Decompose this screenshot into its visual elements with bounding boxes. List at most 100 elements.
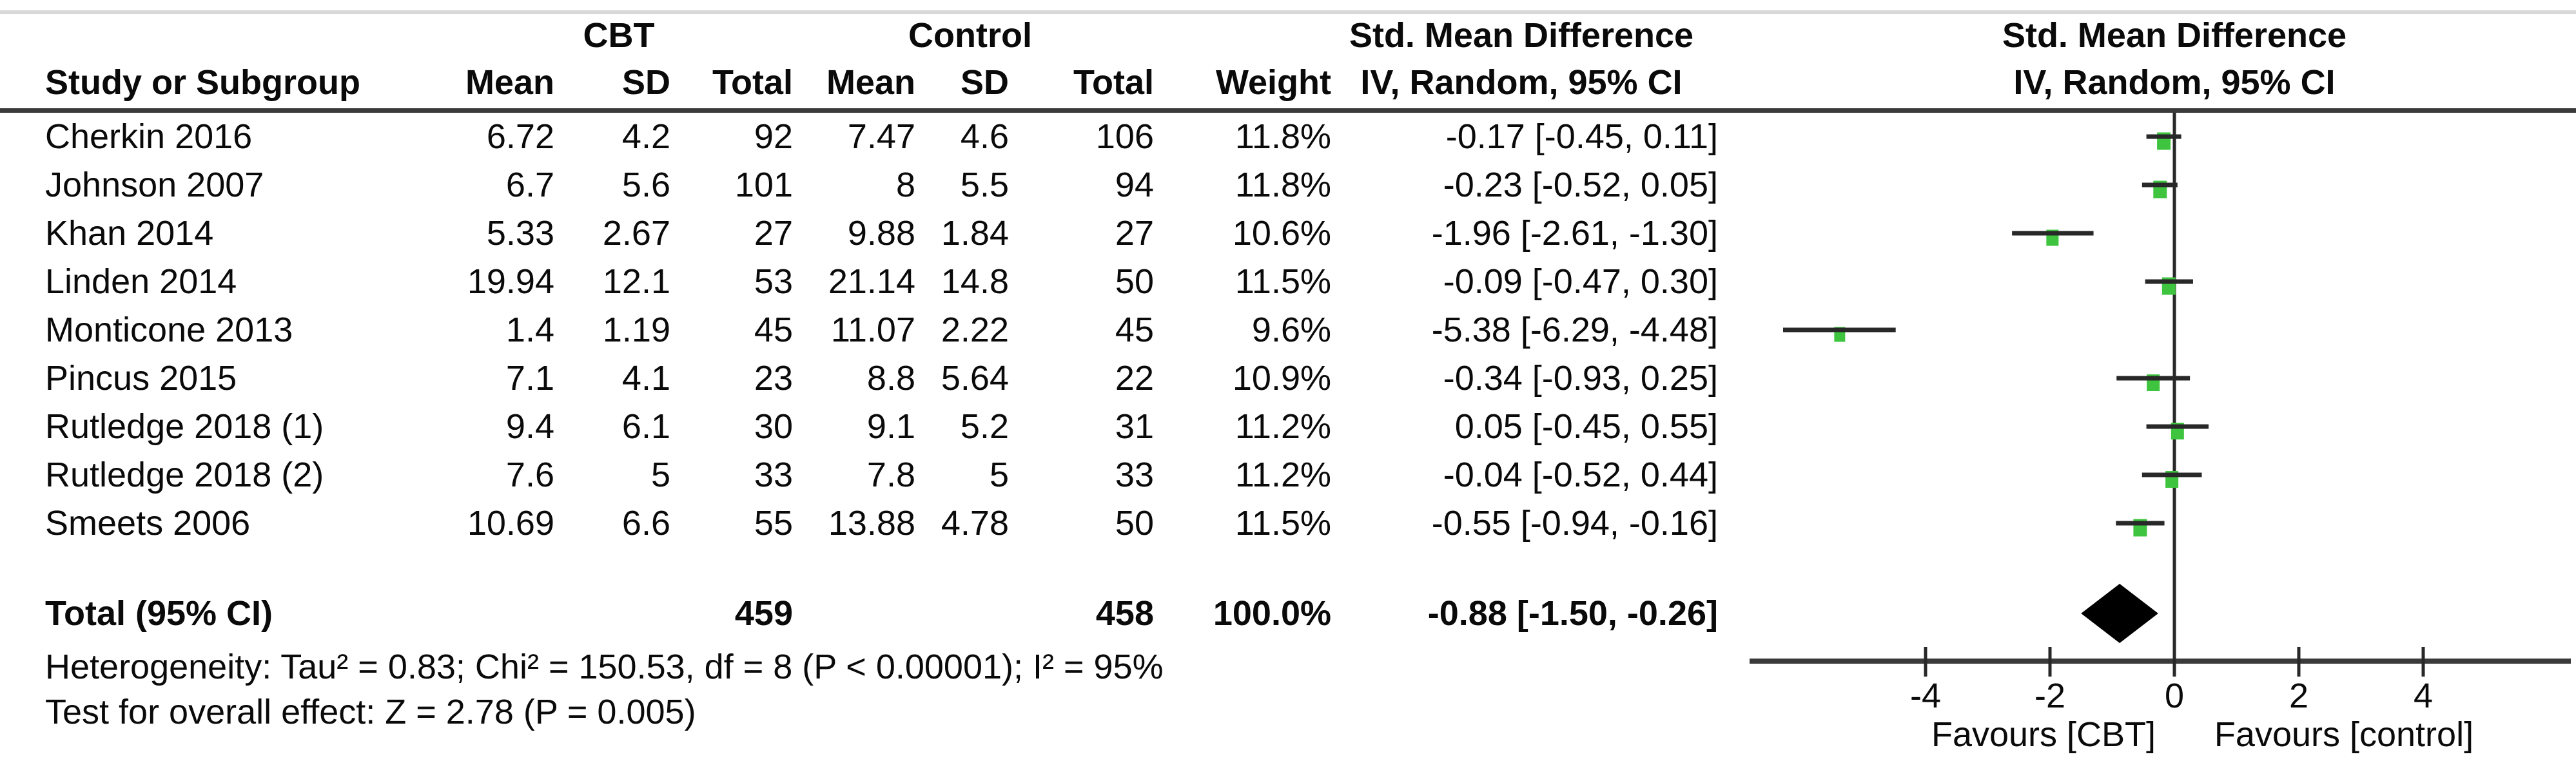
cell-ctrl-sd: 5 xyxy=(989,456,1009,494)
cell-ctrl-mean: 7.47 xyxy=(847,117,915,156)
header-rule xyxy=(0,108,2576,113)
smd-header-line2: IV, Random, 95% CI xyxy=(1360,63,1683,102)
cell-cbt-total: 53 xyxy=(754,262,793,301)
cell-ctrl-sd: 2.22 xyxy=(941,311,1009,349)
cell-ctrl-sd: 14.8 xyxy=(941,262,1009,301)
favours-right-label: Favours [control] xyxy=(2214,715,2474,754)
cell-cbt-mean: 6.7 xyxy=(505,166,554,204)
cell-ctrl-mean: 8.8 xyxy=(866,359,915,398)
cell-cbt-sd: 1.19 xyxy=(602,311,670,349)
cell-ctrl-sd: 5.64 xyxy=(941,359,1009,398)
cell-smd-text: -1.96 [-2.61, -1.30] xyxy=(1431,214,1718,253)
cell-weight: 10.9% xyxy=(1232,359,1331,398)
tick-label: -2 xyxy=(2034,677,2065,715)
tick-label: -4 xyxy=(1910,677,1941,715)
cell-cbt-total: 23 xyxy=(754,359,793,398)
tick-label: 4 xyxy=(2414,677,2433,715)
total-smd: -0.88 [-1.50, -0.26] xyxy=(1427,594,1718,633)
cell-cbt-sd: 5 xyxy=(650,456,670,494)
cell-ctrl-mean: 9.88 xyxy=(847,214,915,253)
cell-ctrl-mean: 7.8 xyxy=(866,456,915,494)
total-ctrl-n: 458 xyxy=(1095,594,1154,633)
cell-ctrl-total: 33 xyxy=(1115,456,1154,494)
cell-cbt-mean: 10.69 xyxy=(467,504,554,543)
col-header-cbt-total: Total xyxy=(712,63,793,102)
heterogeneity-note: Heterogeneity: Tau² = 0.83; Chi² = 150.5… xyxy=(45,648,1164,686)
cell-ctrl-total: 94 xyxy=(1115,166,1154,204)
cell-cbt-sd: 4.2 xyxy=(621,117,670,156)
overall-effect-note: Test for overall effect: Z = 2.78 (P = 0… xyxy=(45,693,696,731)
cell-ctrl-mean: 21.14 xyxy=(828,262,915,301)
cell-smd-text: -0.23 [-0.52, 0.05] xyxy=(1443,166,1718,204)
cell-ctrl-sd: 1.84 xyxy=(941,214,1009,253)
col-header-weight: Weight xyxy=(1216,63,1331,102)
cell-cbt-mean: 7.1 xyxy=(505,359,554,398)
cell-cbt-total: 27 xyxy=(754,214,793,253)
cell-smd-text: -0.17 [-0.45, 0.11] xyxy=(1445,117,1718,156)
plot-header-line1: Std. Mean Difference xyxy=(2002,16,2347,55)
cell-cbt-total: 101 xyxy=(734,166,793,204)
cell-cbt-total: 30 xyxy=(754,407,793,446)
cell-cbt-total: 55 xyxy=(754,504,793,543)
cell-ctrl-mean: 13.88 xyxy=(828,504,915,543)
cell-ctrl-mean: 8 xyxy=(895,166,915,204)
cell-cbt-mean: 5.33 xyxy=(486,214,554,253)
favours-left-label: Favours [CBT] xyxy=(1931,715,2156,754)
cell-ctrl-sd: 5.2 xyxy=(960,407,1009,446)
smd-header-line1: Std. Mean Difference xyxy=(1349,16,1694,55)
group-header-control: Control xyxy=(908,16,1032,55)
col-header-cbt-sd: SD xyxy=(621,63,670,102)
cell-weight: 11.2% xyxy=(1234,407,1331,446)
cell-ctrl-total: 45 xyxy=(1115,311,1154,349)
cell-ctrl-sd: 4.78 xyxy=(941,504,1009,543)
cell-cbt-sd: 4.1 xyxy=(621,359,670,398)
cell-weight: 9.6% xyxy=(1251,311,1331,349)
study-name: Cherkin 2016 xyxy=(45,117,253,156)
cell-cbt-sd: 5.6 xyxy=(621,166,670,204)
pooled-diamond xyxy=(2081,584,2158,643)
study-name: Pincus 2015 xyxy=(45,359,237,398)
tick-label: 2 xyxy=(2289,677,2308,715)
col-header-ctrl-total: Total xyxy=(1073,63,1154,102)
study-name: Smeets 2006 xyxy=(45,504,251,543)
col-header-ctrl-mean: Mean xyxy=(826,63,915,102)
study-name: Rutledge 2018 (1) xyxy=(45,407,324,446)
plot-header-line2: IV, Random, 95% CI xyxy=(2013,63,2336,102)
tick-label: 0 xyxy=(2165,677,2184,715)
cell-cbt-total: 45 xyxy=(754,311,793,349)
cell-cbt-total: 92 xyxy=(754,117,793,156)
cell-weight: 11.5% xyxy=(1234,504,1331,543)
cell-smd-text: 0.05 [-0.45, 0.55] xyxy=(1454,407,1718,446)
cell-ctrl-sd: 5.5 xyxy=(960,166,1009,204)
col-header-cbt-mean: Mean xyxy=(465,63,554,102)
total-weight: 100.0% xyxy=(1213,594,1331,633)
cell-weight: 10.6% xyxy=(1232,214,1331,253)
cell-smd-text: -0.55 [-0.94, -0.16] xyxy=(1431,504,1718,543)
cell-ctrl-total: 106 xyxy=(1095,117,1154,156)
group-header-cbt: CBT xyxy=(583,16,655,55)
cell-smd-text: -0.34 [-0.93, 0.25] xyxy=(1443,359,1718,398)
cell-cbt-total: 33 xyxy=(754,456,793,494)
cell-cbt-mean: 1.4 xyxy=(505,311,554,349)
cell-ctrl-sd: 4.6 xyxy=(960,117,1009,156)
col-header-study: Study or Subgroup xyxy=(45,63,360,102)
study-name: Johnson 2007 xyxy=(45,166,264,204)
cell-ctrl-mean: 11.07 xyxy=(830,311,915,349)
total-cbt-n: 459 xyxy=(734,594,793,633)
cell-cbt-mean: 19.94 xyxy=(467,262,554,301)
cell-cbt-mean: 7.6 xyxy=(505,456,554,494)
cell-weight: 11.2% xyxy=(1234,456,1331,494)
cell-cbt-sd: 6.6 xyxy=(621,504,670,543)
cell-ctrl-mean: 9.1 xyxy=(866,407,915,446)
cell-ctrl-total: 22 xyxy=(1115,359,1154,398)
cell-weight: 11.5% xyxy=(1234,262,1331,301)
cell-smd-text: -0.04 [-0.52, 0.44] xyxy=(1443,456,1718,494)
cell-cbt-sd: 2.67 xyxy=(602,214,670,253)
cell-ctrl-total: 50 xyxy=(1115,504,1154,543)
study-name: Linden 2014 xyxy=(45,262,237,301)
study-name: Khan 2014 xyxy=(45,214,214,253)
cell-weight: 11.8% xyxy=(1234,166,1331,204)
cell-ctrl-total: 31 xyxy=(1115,407,1154,446)
top-rule xyxy=(0,10,2576,14)
